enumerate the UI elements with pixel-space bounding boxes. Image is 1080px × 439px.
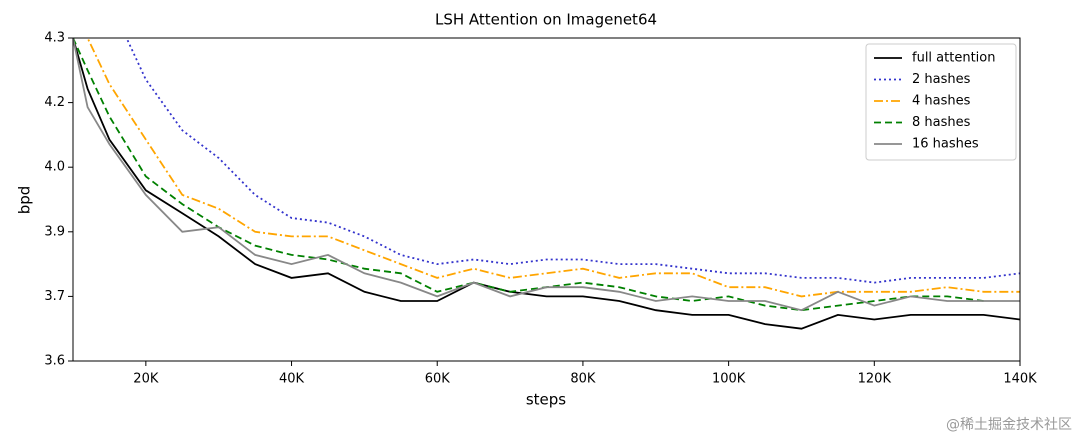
- legend-label: 8 hashes: [912, 115, 971, 130]
- chart-title: LSH Attention on Imagenet64: [435, 11, 657, 29]
- y-tick-label: 4.2: [44, 95, 65, 110]
- series-line: [73, 38, 1020, 312]
- x-tick-label: 60K: [425, 372, 451, 387]
- series-line: [73, 38, 1020, 330]
- y-tick-label: 3.7: [44, 289, 65, 304]
- legend-label: 16 hashes: [912, 137, 979, 152]
- x-tick-label: 20K: [133, 372, 159, 387]
- x-tick-label: 40K: [279, 372, 305, 387]
- series-line: [125, 38, 1020, 284]
- x-tick-label: 100K: [712, 372, 746, 387]
- series-line: [73, 38, 984, 312]
- y-tick-label: 3.9: [44, 224, 65, 239]
- legend-box: [865, 43, 1017, 161]
- x-tick-label: 80K: [570, 372, 596, 387]
- y-tick-label: 4.0: [44, 160, 65, 175]
- legend-label: full attention: [912, 51, 995, 66]
- x-tick-label: 140K: [1003, 372, 1037, 387]
- x-axis-label: steps: [526, 391, 566, 409]
- watermark: @稀土掘金技术社区: [946, 417, 1072, 433]
- plot-area: [73, 38, 1020, 330]
- y-tick-label: 4.3: [44, 31, 65, 46]
- legend-label: 2 hashes: [912, 72, 971, 87]
- legend-label: 4 hashes: [912, 94, 971, 109]
- plot-frame: [72, 37, 1021, 362]
- y-tick-label: 3.6: [44, 354, 65, 369]
- y-axis-label: bpd: [16, 186, 34, 215]
- x-tick-label: 120K: [858, 372, 892, 387]
